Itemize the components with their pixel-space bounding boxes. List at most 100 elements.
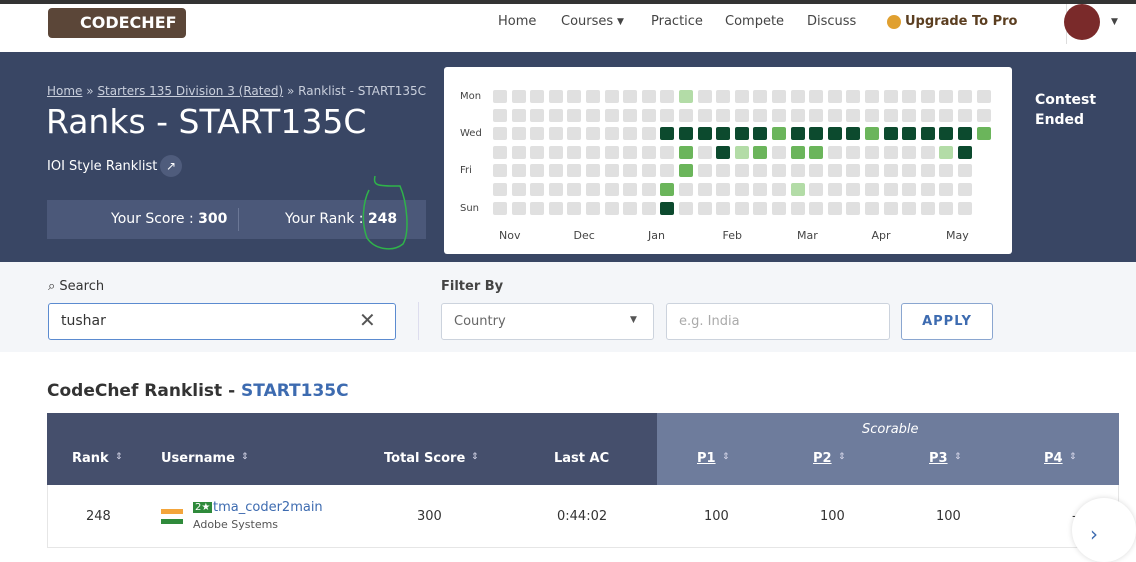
pro-icon: [887, 15, 901, 29]
heat-cell: [790, 90, 805, 103]
column-header[interactable]: P4: [1044, 451, 1063, 466]
column-header[interactable]: P1: [697, 451, 716, 466]
heat-cell: [641, 145, 656, 159]
heat-cell: [772, 90, 786, 103]
heat-cell: [939, 127, 954, 141]
clear-icon[interactable]: ✕: [359, 308, 376, 332]
column-header[interactable]: P2: [813, 451, 832, 466]
heat-cell: [548, 164, 563, 178]
nav-item[interactable]: Courses: [561, 14, 614, 29]
sort-icon[interactable]: ⇕: [471, 452, 479, 462]
column-header[interactable]: Username: [161, 451, 235, 466]
heat-cell: [902, 201, 917, 215]
heat-cell: [567, 164, 582, 178]
score-label: Your Score :: [111, 211, 199, 227]
month-label: Apr: [871, 229, 891, 242]
heat-cell: [883, 108, 898, 122]
heat-cell: [697, 164, 712, 178]
total-score: 300: [417, 509, 442, 524]
nav-item[interactable]: Practice: [651, 14, 703, 29]
heat-cell: [586, 127, 600, 141]
heat-cell: [865, 164, 879, 178]
heat-cell: [511, 108, 526, 122]
country-input[interactable]: e.g. India: [666, 303, 890, 340]
heat-cell: [511, 90, 526, 103]
crumb[interactable]: Starters 135 Division 3 (Rated): [97, 84, 284, 98]
heat-cell: [623, 145, 638, 159]
status: Contest Ended: [1035, 92, 1097, 128]
heat-cell: [772, 183, 786, 196]
problem-score: 100: [936, 509, 961, 524]
heat-cell: [697, 145, 712, 159]
heat-cell: [846, 108, 861, 122]
heat-cell: [548, 183, 563, 196]
heat-cell: [586, 145, 600, 159]
link-icon[interactable]: ↗: [160, 155, 182, 177]
heat-cell: [865, 183, 879, 196]
heat-cell: [511, 145, 526, 159]
heat-cell: [809, 183, 824, 196]
month-label: Jan: [648, 229, 665, 242]
heatmap: Mon Wed Fri Sun Nov Dec Jan Feb Mar Apr May: [444, 67, 1012, 254]
sort-icon[interactable]: ⇕: [954, 452, 962, 462]
heat-cell: [846, 90, 861, 103]
heat-cell: [753, 108, 768, 122]
heat-cell: [604, 127, 619, 141]
heat-cell: [846, 183, 861, 196]
heat-cell: [920, 145, 935, 159]
apply-button[interactable]: APPLY: [901, 303, 993, 340]
heat-cell: [697, 201, 712, 215]
nav-item[interactable]: Compete: [725, 14, 785, 29]
heat-cell: [920, 164, 935, 178]
caret: ▼: [617, 17, 624, 27]
heat-cell: [679, 201, 693, 215]
page-title: Ranks - START135C: [46, 102, 367, 141]
crumb[interactable]: Home: [47, 84, 83, 98]
username[interactable]: tma_coder2main: [213, 500, 323, 515]
heat-cell: [567, 183, 582, 196]
org: Adobe Systems: [193, 518, 279, 531]
avatar[interactable]: [1064, 4, 1100, 40]
table-header: [47, 413, 657, 485]
column-header[interactable]: Total Score: [384, 451, 466, 466]
heat-cell: [902, 183, 917, 196]
heat-cell: [790, 201, 805, 215]
heat-cell: [827, 90, 842, 103]
search-input[interactable]: tushar ✕: [48, 303, 396, 340]
placeholder: e.g. India: [679, 314, 740, 329]
heat-cell: [548, 201, 563, 215]
heat-cell: [530, 183, 545, 196]
score-value: 300: [198, 211, 228, 227]
heat-cell: [716, 145, 731, 159]
column-header[interactable]: Last AC: [554, 451, 610, 466]
sort-icon[interactable]: ⇕: [722, 452, 730, 462]
subtitle[interactable]: IOI Style Ranklist: [47, 159, 158, 174]
next-arrow[interactable]: ›: [1072, 498, 1136, 562]
sort-icon[interactable]: ⇕: [1069, 452, 1077, 462]
logo[interactable]: CODECHEF: [48, 8, 186, 38]
country-select[interactable]: Country ▼: [441, 303, 654, 340]
nav-item[interactable]: Discuss: [807, 14, 857, 29]
problem-score: 100: [820, 509, 845, 524]
day-label: Sun: [460, 202, 480, 214]
banner: Home » Starters 135 Division 3 (Rated) »…: [0, 52, 1136, 262]
column-header[interactable]: Rank: [72, 451, 109, 466]
column-header[interactable]: P3: [929, 451, 948, 466]
heat-cell: [567, 108, 582, 122]
heat-cell: [567, 127, 582, 141]
contest[interactable]: START135C: [241, 381, 349, 401]
heat-cell: [679, 145, 693, 159]
sort-icon[interactable]: ⇕: [115, 452, 123, 462]
sort-icon[interactable]: ⇕: [838, 452, 846, 462]
nav-item[interactable]: Home: [498, 14, 537, 29]
heat-cell: [511, 201, 526, 215]
heat-cell: [920, 90, 935, 103]
sort-icon[interactable]: ⇕: [241, 452, 249, 462]
heat-cell: [511, 127, 526, 141]
day-label: Fri: [460, 165, 472, 177]
heat-cell: [790, 164, 805, 178]
upgrade[interactable]: Upgrade To Pro: [905, 14, 1018, 29]
heat-cell: [865, 127, 879, 141]
heat-cell: [846, 145, 861, 159]
heat-cell: [660, 164, 675, 178]
